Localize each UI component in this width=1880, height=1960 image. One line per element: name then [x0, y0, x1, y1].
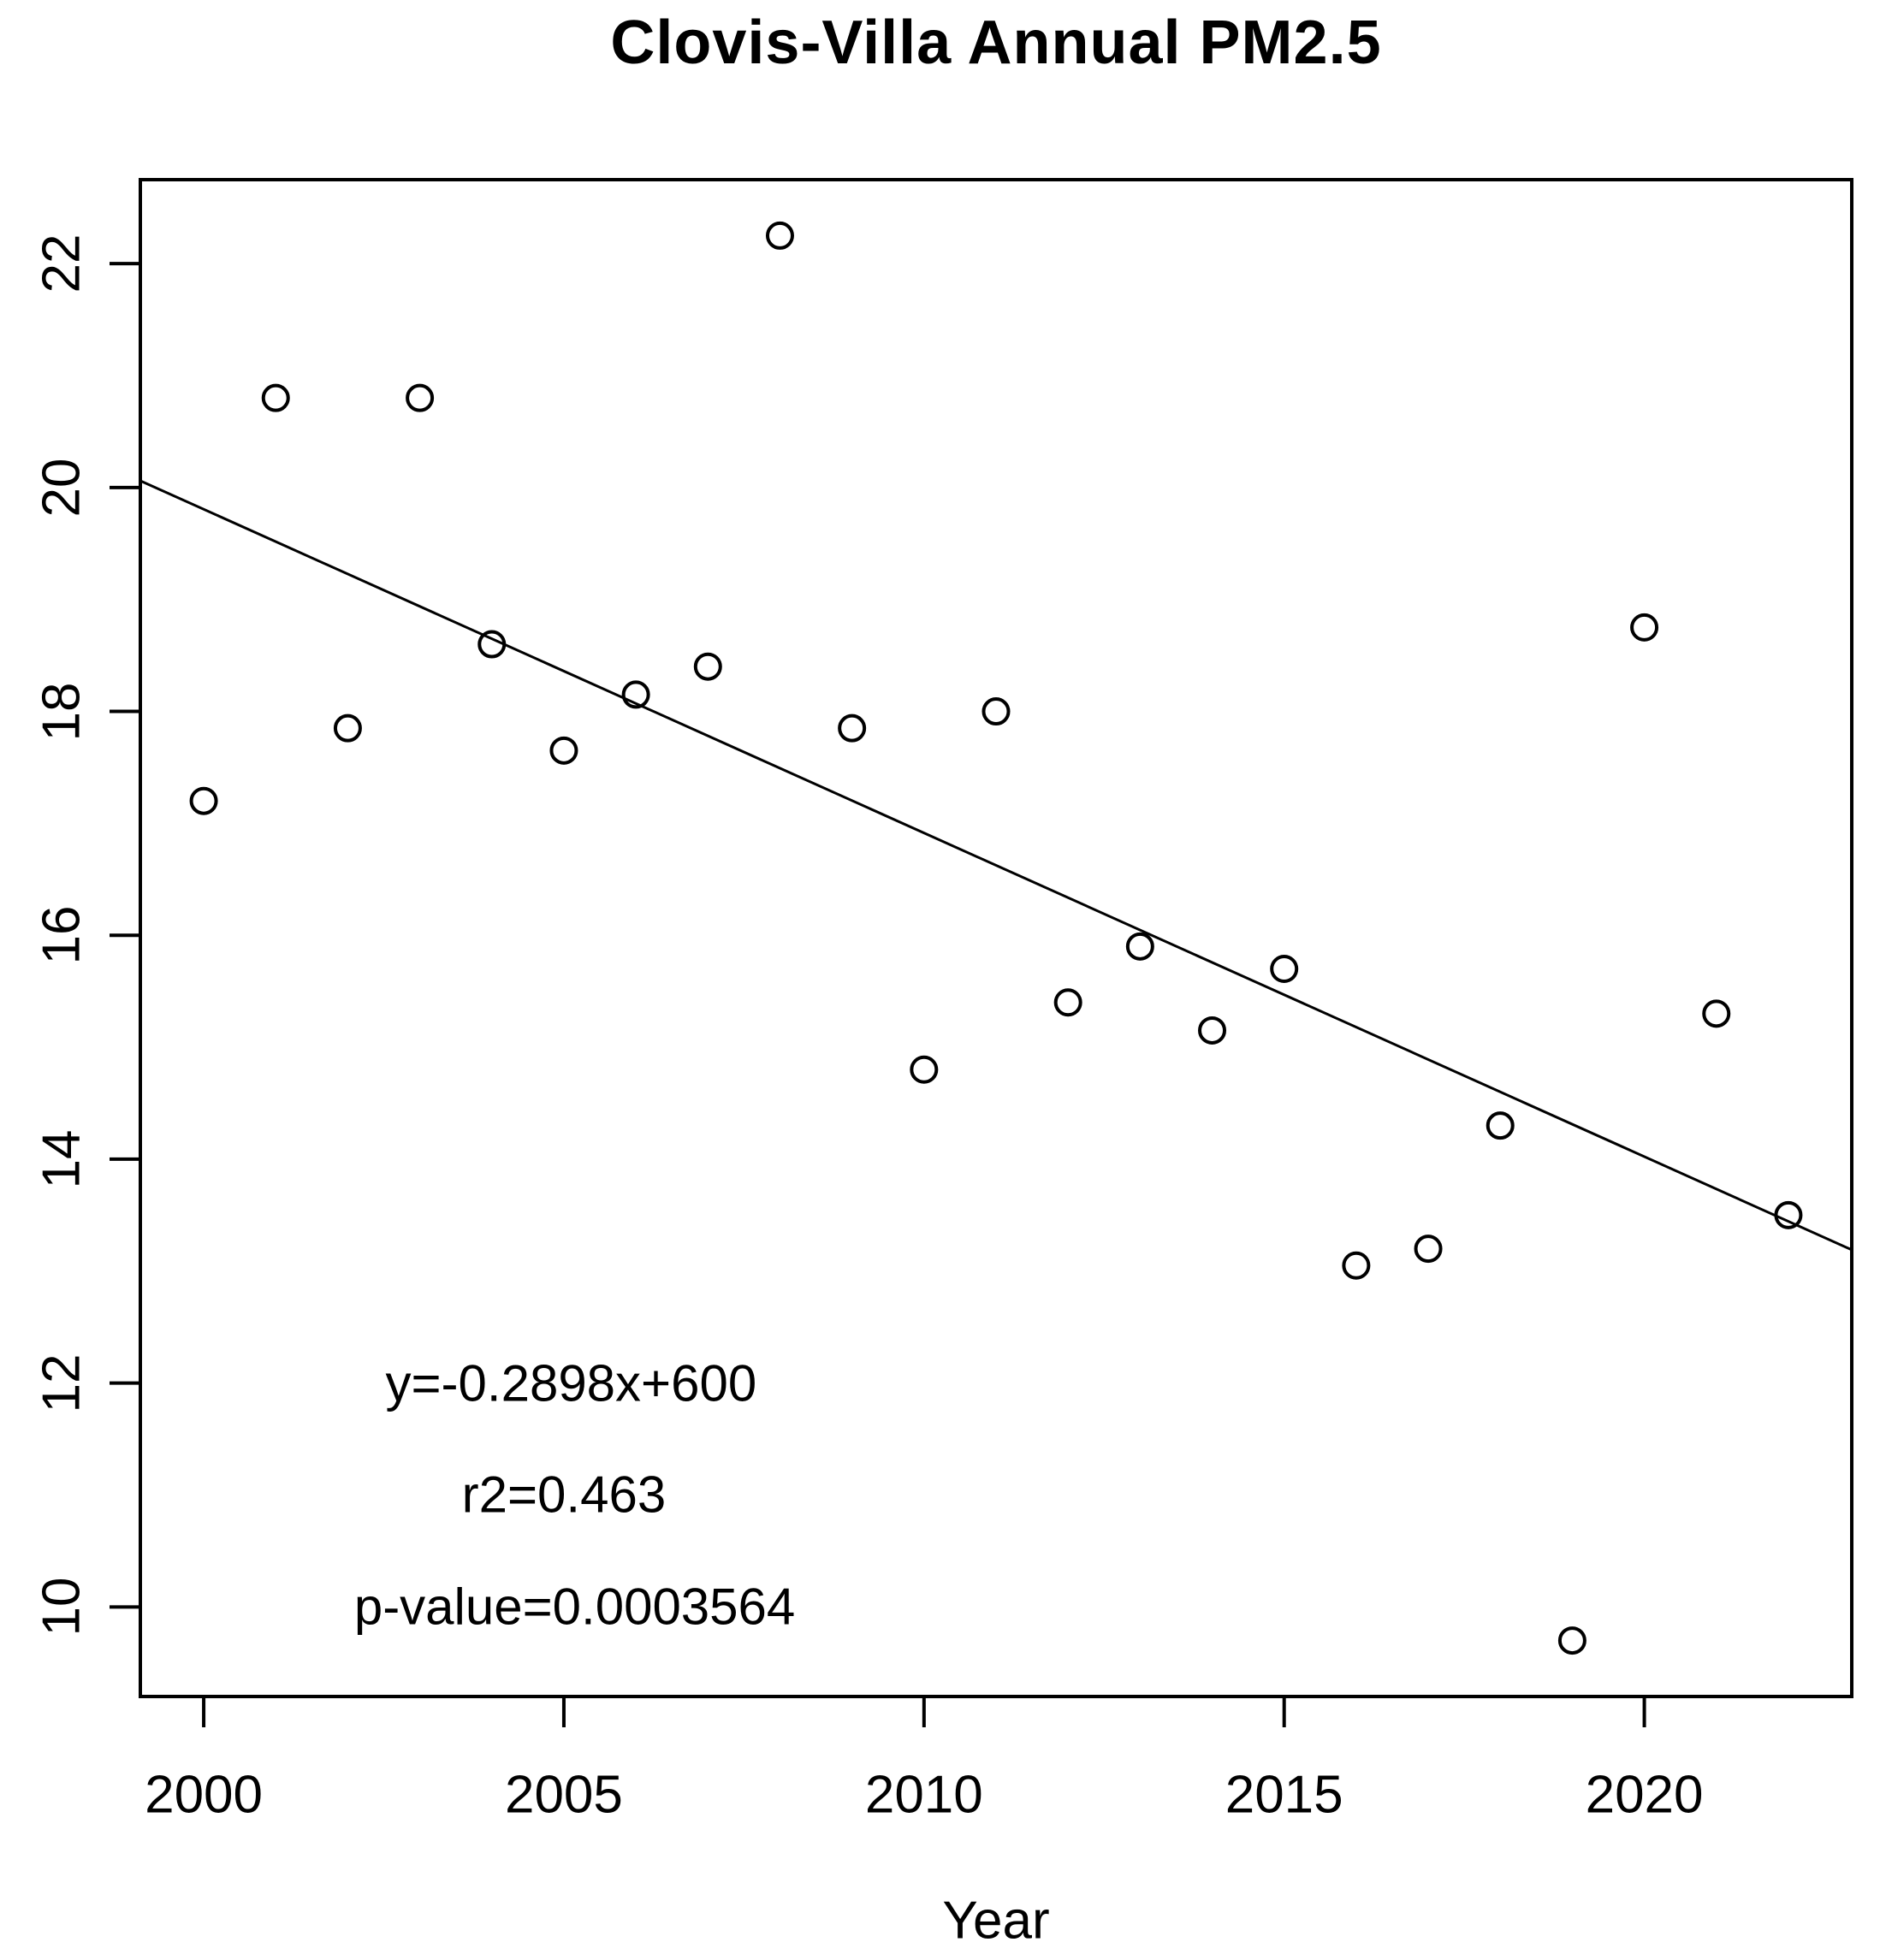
- chart-title: Clovis-Villa Annual PM2.5: [610, 9, 1382, 77]
- plot-border: [139, 178, 1853, 1698]
- y-tick-label: 22: [32, 234, 92, 293]
- data-point: [1414, 1235, 1443, 1264]
- data-point: [189, 786, 218, 815]
- annotation-equation: y=-0.2898x+600: [385, 1354, 757, 1412]
- annotation-pvalue: p-value=0.0003564: [353, 1578, 796, 1636]
- x-tick-label: 2000: [145, 1765, 264, 1825]
- data-point: [406, 383, 435, 412]
- x-tick-label: 2020: [1585, 1765, 1704, 1825]
- data-point: [982, 697, 1011, 726]
- data-point: [621, 680, 650, 709]
- data-point: [1486, 1111, 1515, 1140]
- data-point: [1702, 999, 1731, 1028]
- data-point: [838, 714, 867, 743]
- data-point: [477, 630, 507, 659]
- data-point: [333, 714, 362, 743]
- data-point: [261, 383, 290, 412]
- data-point: [549, 736, 578, 765]
- data-point: [693, 652, 722, 681]
- data-point: [1774, 1200, 1803, 1229]
- data-point: [910, 1055, 939, 1084]
- data-point: [1630, 613, 1659, 642]
- data-point: [1342, 1251, 1371, 1280]
- data-point: [1198, 1016, 1227, 1045]
- y-tick-label: 12: [32, 1353, 92, 1413]
- trend-line: [139, 479, 1853, 1252]
- x-axis-title: Year: [942, 1891, 1050, 1951]
- data-point: [1557, 1626, 1586, 1655]
- data-point: [765, 221, 794, 250]
- data-point: [1270, 954, 1299, 983]
- y-tick-label: 18: [32, 682, 92, 742]
- y-tick-label: 10: [32, 1577, 92, 1637]
- annotation-r2: r2=0.463: [461, 1466, 667, 1524]
- x-tick-label: 2015: [1225, 1765, 1343, 1825]
- y-tick-label: 20: [32, 458, 92, 518]
- data-point: [1125, 932, 1154, 961]
- y-tick-label: 16: [32, 905, 92, 965]
- x-tick-label: 2010: [864, 1765, 983, 1825]
- x-tick-label: 2005: [504, 1765, 623, 1825]
- data-point: [1053, 988, 1082, 1017]
- y-tick-label: 14: [32, 1129, 92, 1189]
